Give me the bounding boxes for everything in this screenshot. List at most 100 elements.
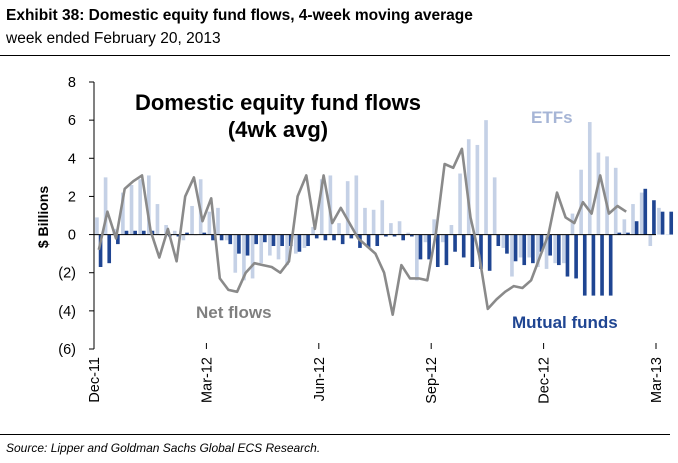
mutual-fund-bar	[461, 234, 466, 258]
mutual-funds-series-label: Mutual funds	[512, 313, 618, 332]
etf-bar	[181, 234, 186, 241]
etf-bars	[95, 120, 670, 281]
mutual-fund-bar	[470, 234, 475, 267]
mutual-fund-bar	[669, 211, 674, 235]
etf-bar	[432, 219, 436, 235]
exhibit-subtitle: week ended February 20, 2013	[6, 30, 221, 47]
etf-bar	[103, 177, 108, 235]
mutual-fund-bar	[479, 234, 483, 269]
etf-bar	[605, 156, 609, 235]
etf-bar	[553, 234, 558, 264]
x-tick-label: Dec-11	[87, 357, 103, 403]
source-note: Source: Lipper and Goldman Sachs Global …	[6, 441, 321, 455]
mutual-fund-bar	[116, 234, 120, 245]
x-tick-label: Mar-12	[199, 357, 215, 403]
mutual-fund-bar	[548, 234, 552, 256]
etf-bar	[475, 144, 480, 235]
mutual-fund-bar	[219, 234, 224, 241]
etf-bar	[631, 204, 635, 235]
etf-bar	[285, 234, 289, 266]
etf-bar	[233, 234, 238, 273]
y-tick-label: 4	[68, 151, 76, 167]
net-flows-series-label: Net flows	[196, 303, 272, 322]
etf-bar	[639, 192, 644, 235]
etf-bar	[319, 179, 324, 235]
mutual-fund-bar	[98, 234, 103, 267]
etf-bar	[570, 213, 575, 235]
mutual-fund-bar	[496, 234, 501, 247]
etf-bar	[328, 175, 333, 235]
mutual-fund-bar	[410, 234, 414, 237]
y-tick-label: (6)	[58, 342, 76, 358]
etf-bar	[147, 175, 151, 235]
etf-bar	[155, 204, 160, 235]
x-tick-label: Jun-12	[312, 357, 328, 401]
etf-bar	[389, 223, 393, 235]
mutual-fund-bar	[634, 221, 639, 235]
etf-bar	[492, 177, 497, 235]
etf-bar	[293, 234, 298, 254]
mutual-fund-bar	[574, 234, 578, 279]
y-tick-label: 0	[68, 228, 76, 244]
etf-bar	[423, 234, 428, 243]
mutual-fund-bar	[124, 230, 129, 235]
etf-bar	[449, 225, 454, 235]
etf-bar	[397, 221, 402, 235]
etf-bar	[268, 234, 272, 256]
mutual-fund-bar	[211, 234, 215, 241]
x-tick-label: Dec-12	[537, 357, 553, 404]
y-tick-label: 8	[68, 75, 76, 91]
etf-bar	[95, 217, 99, 235]
etf-bar	[406, 232, 411, 235]
etf-bar	[458, 173, 462, 235]
mutual-fund-bar	[314, 234, 319, 239]
mutual-fund-bar	[133, 230, 137, 235]
mutual-fund-bar	[652, 200, 656, 235]
mutual-fund-bar	[340, 234, 345, 245]
mutual-fund-bar	[453, 234, 457, 252]
etf-bar	[518, 234, 523, 258]
etf-bar	[302, 234, 307, 248]
etf-bar	[164, 225, 168, 235]
etf-bar	[622, 219, 627, 235]
etf-bar	[129, 184, 134, 235]
mutual-fund-bar	[435, 234, 440, 267]
etf-bar	[613, 167, 618, 235]
mutual-fund-bar	[487, 234, 492, 271]
etf-bar	[276, 234, 281, 260]
y-tick-label: 6	[68, 113, 76, 129]
etf-bar	[224, 234, 229, 241]
chart-subtitle: (4wk avg)	[228, 117, 328, 142]
mutual-fund-bar	[557, 234, 561, 266]
etf-bar	[138, 179, 142, 235]
etf-bar	[527, 234, 532, 258]
y-axis-label: $ Billions	[35, 186, 51, 248]
etf-bar	[172, 230, 177, 235]
mutual-fund-bar	[323, 234, 328, 241]
chart-title: Domestic equity fund flows	[135, 90, 421, 115]
etf-bar	[665, 234, 670, 236]
etf-bar	[536, 234, 540, 267]
mutual-fund-bar	[418, 234, 423, 260]
mutual-fund-bar	[643, 188, 648, 235]
etf-bar	[190, 205, 194, 235]
etf-bar	[579, 169, 583, 235]
mutual-fund-bar	[271, 234, 276, 247]
etf-bar	[242, 234, 246, 281]
etf-bar	[466, 139, 471, 235]
etf-bar	[596, 152, 601, 235]
mutual-fund-bar	[617, 232, 622, 235]
mutual-fund-bar	[176, 234, 181, 237]
mutual-fund-bar	[626, 232, 630, 235]
mutual-fund-bar	[297, 234, 302, 252]
mutual-fund-bar	[107, 234, 112, 264]
mutual-fund-bar	[375, 234, 380, 247]
x-tick-label: Mar-13	[649, 357, 665, 403]
etf-bar	[216, 207, 220, 235]
etf-bar	[354, 175, 359, 235]
mutual-fund-bar	[600, 234, 604, 296]
y-tick-label: (2)	[58, 266, 76, 282]
mutual-fund-bar	[591, 234, 596, 296]
mutual-fund-bar	[392, 234, 397, 237]
mutual-fund-bar	[582, 234, 587, 296]
